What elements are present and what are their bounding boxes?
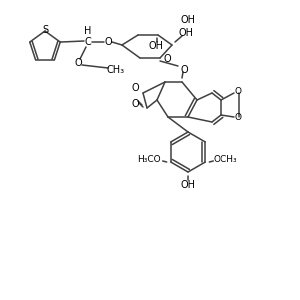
Text: OH: OH: [181, 180, 196, 190]
Text: S: S: [42, 25, 48, 35]
Text: OH: OH: [148, 41, 164, 51]
Text: H: H: [84, 26, 92, 36]
Text: O: O: [235, 113, 242, 122]
Text: C: C: [85, 37, 92, 47]
Text: O: O: [74, 58, 82, 68]
Text: CH₃: CH₃: [107, 65, 125, 75]
Text: O: O: [163, 54, 171, 64]
Text: OCH₃: OCH₃: [214, 155, 237, 164]
Text: O: O: [180, 65, 188, 75]
Text: O: O: [131, 83, 139, 93]
Text: O: O: [131, 99, 139, 109]
Text: OH: OH: [178, 28, 194, 38]
Text: H₃CO: H₃CO: [137, 155, 160, 164]
Text: OH: OH: [181, 15, 196, 25]
Text: O: O: [104, 37, 112, 47]
Text: O: O: [235, 88, 242, 97]
